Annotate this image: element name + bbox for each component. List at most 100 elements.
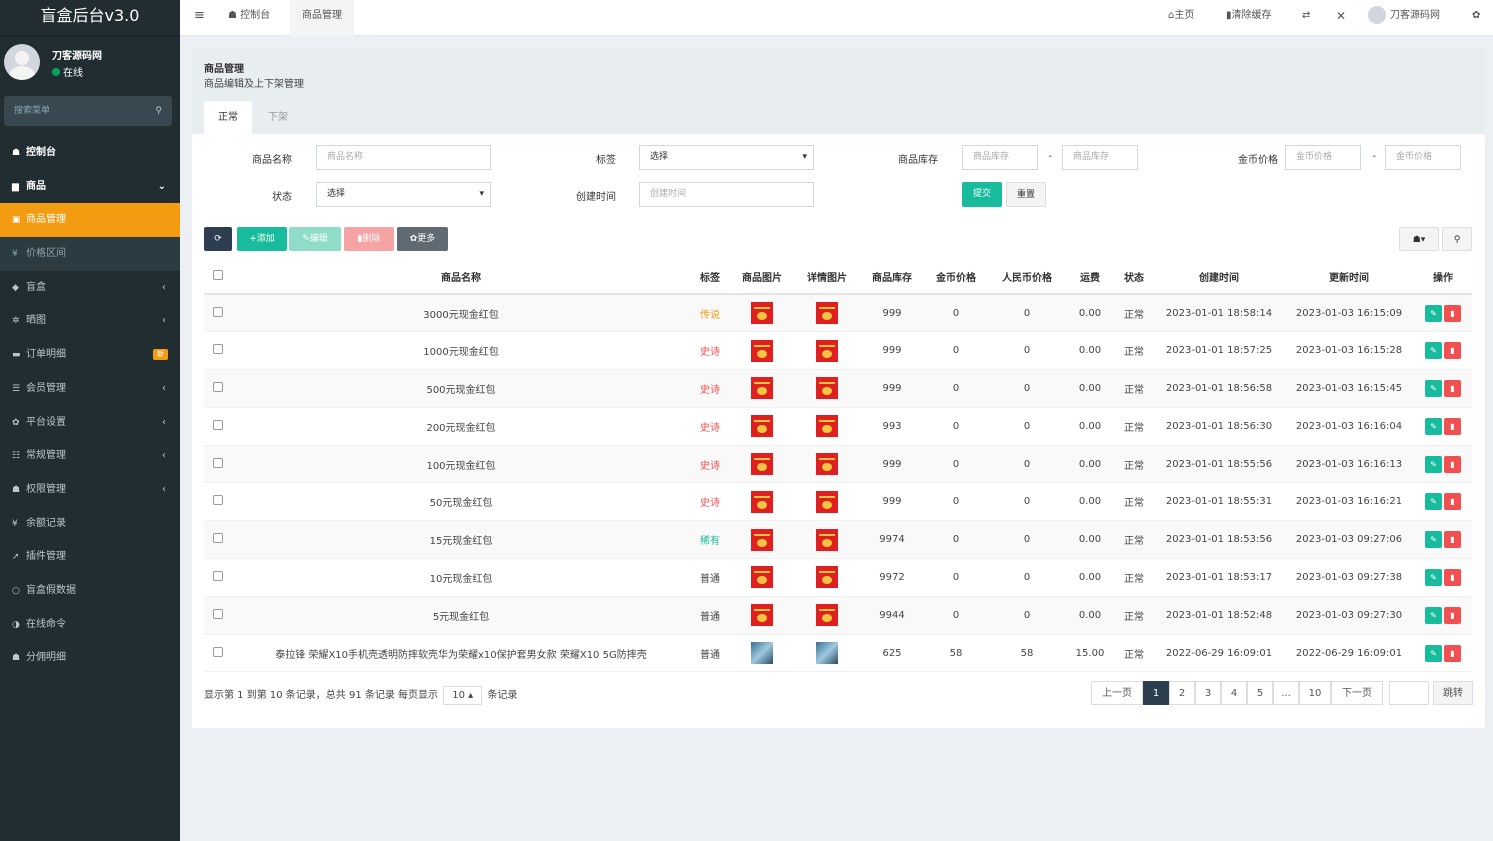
goods-image[interactable] (751, 377, 773, 400)
fullscreen-icon[interactable]: ✕ (1336, 9, 1347, 23)
column-header[interactable]: 商品库存 (860, 260, 924, 295)
detail-image[interactable] (816, 339, 838, 362)
row-checkbox[interactable] (213, 495, 223, 506)
per-page-select[interactable]: 10 ▴ (443, 686, 483, 705)
sidebar-item-2[interactable]: ▣ 商品管理 (0, 203, 180, 238)
delete-row-icon[interactable]: ▮ (1444, 644, 1461, 662)
page-3-button[interactable]: 3 (1195, 681, 1221, 705)
next-page-button[interactable]: 下一页 (1331, 681, 1383, 705)
status-select[interactable]: 选择 (316, 182, 491, 207)
sidebar-item-14[interactable]: ◑ 在线命令 (0, 608, 180, 642)
edit-row-icon[interactable]: ✎ (1425, 304, 1442, 322)
tab-goods-management[interactable]: 商品管理 (290, 0, 354, 36)
detail-image[interactable] (816, 302, 838, 325)
detail-image[interactable] (816, 528, 838, 551)
sidebar-item-11[interactable]: ¥ 余额记录 (0, 507, 180, 541)
goods-image[interactable] (751, 490, 773, 513)
detail-image[interactable] (816, 453, 838, 476)
row-checkbox[interactable] (213, 570, 223, 581)
sidebar-item-7[interactable]: ☰ 会员管理 ‹ (0, 372, 180, 406)
name-filter-input[interactable]: 商品名称 (316, 145, 491, 170)
table-row[interactable]: 1000元现金红包 史诗 999 0 0 0.00 正常 2023-01-01 18:57:2… (204, 331, 1472, 371)
app-logo[interactable]: 盲盒后台v3.0 (0, 0, 180, 36)
table-row[interactable]: 泰拉锋 荣耀X10手机壳透明防摔软壳华为荣耀x10保护套男女款 荣耀X10 5G… (204, 634, 1472, 673)
page-7-button[interactable]: 10 (1299, 681, 1331, 705)
row-checkbox[interactable] (213, 533, 223, 544)
translate-icon[interactable]: ⇄ (1302, 10, 1311, 21)
row-checkbox[interactable] (213, 457, 223, 468)
sidebar-item-10[interactable]: ☗ 权限管理 ‹ (0, 473, 180, 507)
jump-button[interactable]: 跳转 (1433, 681, 1473, 705)
edit-row-icon[interactable]: ✎ (1425, 644, 1442, 662)
edit-row-icon[interactable]: ✎ (1425, 455, 1442, 473)
column-header[interactable]: 标签 (690, 260, 730, 295)
delete-button[interactable]: ▮删除 (344, 227, 394, 251)
goods-image[interactable] (751, 642, 773, 665)
sidebar-item-6[interactable]: ▬ 订单明细 新 (0, 338, 180, 372)
column-header[interactable]: 人民币价格 (988, 260, 1066, 295)
delete-row-icon[interactable]: ▮ (1444, 606, 1461, 624)
detail-image[interactable] (816, 415, 838, 438)
sidebar-item-15[interactable]: ☗ 分佣明细 (0, 641, 180, 675)
sidebar-item-0[interactable]: ☗ 控制台 (0, 136, 180, 170)
table-row[interactable]: 5元现金红包 普通 9944 0 0 0.00 正常 2023-01-01 18:52:48 2… (204, 596, 1472, 635)
stock-max-input[interactable]: 商品库存 (1062, 145, 1138, 170)
table-row[interactable]: 100元现金红包 史诗 999 0 0 0.00 正常 2023-01-01 18:55:56… (204, 445, 1472, 484)
tab-off-shelf[interactable]: 下架 (268, 112, 288, 123)
table-row[interactable]: 50元现金红包 史诗 999 0 0 0.00 正常 2023-01-01 18:55:31 2… (204, 482, 1472, 522)
delete-row-icon[interactable]: ▮ (1444, 455, 1461, 473)
column-header[interactable]: 运费 (1066, 260, 1114, 295)
column-header[interactable]: 商品名称 (232, 260, 690, 295)
edit-row-icon[interactable]: ✎ (1425, 342, 1442, 360)
goods-image[interactable] (751, 453, 773, 476)
table-search-button[interactable]: ⚲ (1442, 227, 1472, 251)
edit-button[interactable]: ✎编辑 (289, 227, 341, 251)
table-row[interactable]: 200元现金红包 史诗 993 0 0 0.00 正常 2023-01-01 18:56:30… (204, 407, 1472, 446)
page-2-button[interactable]: 2 (1169, 681, 1195, 705)
page-4-button[interactable]: 4 (1221, 681, 1247, 705)
row-checkbox[interactable] (213, 646, 223, 657)
edit-row-icon[interactable]: ✎ (1425, 493, 1442, 511)
goods-image[interactable] (751, 566, 773, 589)
page-5-button[interactable]: 5 (1247, 681, 1273, 705)
stock-min-input[interactable]: 商品库存 (962, 145, 1038, 170)
refresh-button[interactable]: ⟳ (204, 227, 232, 251)
detail-image[interactable] (816, 604, 838, 627)
created-time-input[interactable]: 创建时间 (639, 182, 814, 207)
tab-dashboard[interactable]: ☗ 控制台 (228, 10, 271, 21)
goods-image[interactable] (751, 604, 773, 627)
page-1-button[interactable]: 1 (1143, 681, 1169, 705)
table-row[interactable]: 15元现金红包 稀有 9974 0 0 0.00 正常 2023-01-01 18:53:56… (204, 520, 1472, 560)
column-header[interactable]: 更新时间 (1284, 260, 1414, 295)
row-checkbox[interactable] (213, 419, 223, 430)
column-header[interactable]: 状态 (1114, 260, 1154, 295)
goods-image[interactable] (751, 302, 773, 325)
detail-image[interactable] (816, 566, 838, 589)
sidebar-item-5[interactable]: ✲ 晒图 ‹ (0, 304, 180, 338)
row-checkbox[interactable] (213, 608, 223, 619)
edit-row-icon[interactable]: ✎ (1425, 379, 1442, 397)
coin-max-input[interactable]: 金币价格 (1385, 145, 1461, 170)
column-header[interactable]: 操作 (1414, 260, 1472, 295)
menu-search-input[interactable]: 搜索菜单 ⚲ (4, 96, 172, 126)
coin-min-input[interactable]: 金币价格 (1285, 145, 1361, 170)
sidebar-item-8[interactable]: ✿ 平台设置 ‹ (0, 406, 180, 440)
delete-row-icon[interactable]: ▮ (1444, 493, 1461, 511)
delete-row-icon[interactable]: ▮ (1444, 417, 1461, 435)
column-header[interactable]: 创建时间 (1154, 260, 1284, 295)
reset-button[interactable]: 重置 (1006, 182, 1046, 207)
row-checkbox[interactable] (213, 344, 223, 355)
table-row[interactable]: 3000元现金红包 传说 999 0 0 0.00 正常 2023-01-01 18:58:1… (204, 294, 1472, 333)
tab-normal[interactable]: 正常 (204, 101, 252, 134)
sidebar-item-1[interactable]: ▆ 商品 ⌄ (0, 170, 180, 204)
delete-row-icon[interactable]: ▮ (1444, 342, 1461, 360)
jump-page-input[interactable] (1389, 681, 1429, 705)
delete-row-icon[interactable]: ▮ (1444, 379, 1461, 397)
row-checkbox[interactable] (213, 306, 223, 317)
table-row[interactable]: 500元现金红包 史诗 999 0 0 0.00 正常 2023-01-01 18:56:58… (204, 369, 1472, 408)
submit-button[interactable]: 提交 (962, 182, 1002, 207)
column-header[interactable]: 商品图片 (730, 260, 794, 295)
edit-row-icon[interactable]: ✎ (1425, 531, 1442, 549)
tag-select[interactable]: 选择 (639, 145, 814, 170)
sidebar-item-13[interactable]: ○ 盲盒假数据 (0, 574, 180, 608)
